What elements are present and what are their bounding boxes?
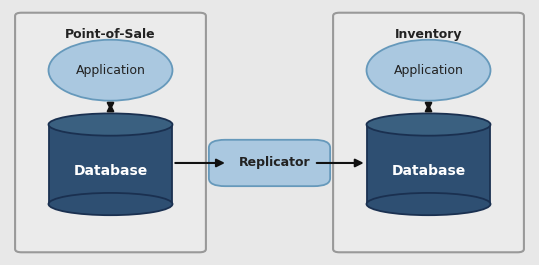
Text: Inventory: Inventory: [395, 28, 462, 41]
Text: Point-of-Sale: Point-of-Sale: [65, 28, 156, 41]
Ellipse shape: [367, 113, 490, 136]
Ellipse shape: [49, 113, 172, 136]
Text: Database: Database: [73, 164, 148, 178]
Text: Replicator: Replicator: [239, 156, 310, 170]
FancyBboxPatch shape: [15, 13, 206, 252]
Ellipse shape: [49, 40, 172, 101]
Polygon shape: [367, 125, 490, 204]
FancyBboxPatch shape: [209, 140, 330, 186]
Text: Application: Application: [75, 64, 146, 77]
Text: Database: Database: [391, 164, 466, 178]
Ellipse shape: [367, 40, 490, 101]
Text: Application: Application: [393, 64, 464, 77]
Polygon shape: [49, 125, 172, 204]
FancyBboxPatch shape: [333, 13, 524, 252]
Ellipse shape: [367, 193, 490, 215]
Ellipse shape: [49, 193, 172, 215]
